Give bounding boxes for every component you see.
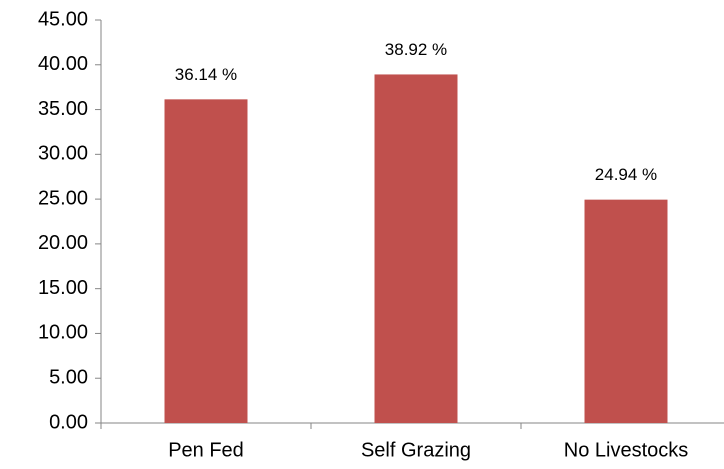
bar (584, 199, 668, 423)
x-tick-label: No Livestocks (564, 439, 689, 461)
y-tick-label: 30.00 (38, 143, 88, 165)
value-label: 36.14 % (175, 65, 237, 84)
bar (374, 74, 458, 424)
x-tick-label: Pen Fed (168, 439, 244, 461)
bar (164, 99, 248, 423)
y-tick-label: 25.00 (38, 187, 88, 209)
value-label: 24.94 % (595, 165, 657, 184)
value-label: 38.92 % (385, 40, 447, 59)
y-tick-label: 10.00 (38, 322, 88, 344)
x-tick-label: Self Grazing (361, 439, 471, 461)
y-tick-label: 45.00 (38, 8, 88, 30)
y-tick-label: 40.00 (38, 53, 88, 75)
y-tick-label: 5.00 (49, 367, 88, 389)
y-tick-label: 35.00 (38, 98, 88, 120)
y-tick-label: 0.00 (49, 411, 88, 433)
y-tick-label: 15.00 (38, 277, 88, 299)
y-tick-label: 20.00 (38, 232, 88, 254)
